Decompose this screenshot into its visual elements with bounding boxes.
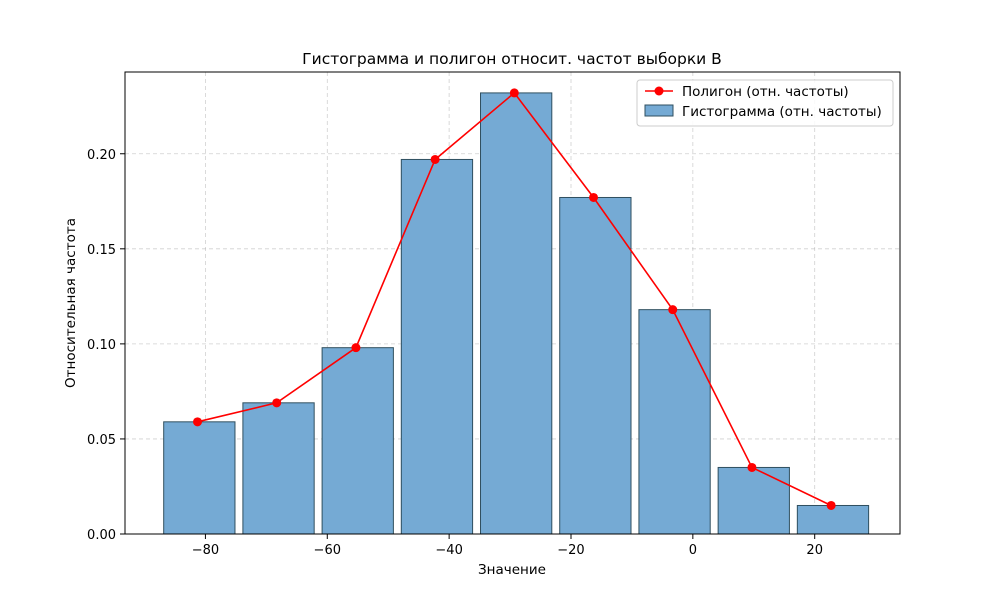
x-tick-label: −40 [435, 543, 462, 558]
x-tick-label: 0 [689, 543, 697, 558]
histogram-bar [559, 196, 632, 535]
x-tick-label: −80 [192, 543, 219, 558]
polygon-point [351, 343, 361, 353]
histogram-bar [796, 504, 870, 535]
x-tick-label: 20 [806, 543, 823, 558]
polygon-point [509, 88, 519, 98]
histogram-bars [163, 92, 870, 535]
polygon-point [430, 154, 440, 164]
histogram-bar [638, 309, 711, 535]
legend-polygon-marker [654, 86, 664, 96]
histogram-bar [321, 347, 394, 535]
y-tick-label: 0.10 [87, 338, 116, 353]
polygon-point [747, 462, 757, 472]
legend: Полигон (отн. частоты) Гистограмма (отн.… [636, 79, 894, 127]
y-axis-label: Относительная частота [63, 218, 79, 388]
histogram-bar [163, 421, 236, 535]
legend-box [636, 79, 894, 127]
polygon-point [272, 398, 282, 408]
x-tick-label: −60 [314, 543, 341, 558]
x-tick-label: −20 [557, 543, 584, 558]
y-tick-label: 0.15 [87, 243, 116, 258]
x-axis-label: Значение [478, 562, 546, 578]
histogram-bar [717, 466, 790, 535]
legend-histogram-swatch [644, 104, 674, 117]
x-axis-ticks: −80 −60 −40 −20 0 20 [192, 534, 823, 558]
polygon-point [193, 417, 203, 427]
frequency-polygon [193, 88, 836, 510]
polygon-point [589, 192, 599, 202]
y-tick-label: 0.20 [87, 148, 116, 163]
histogram-bar [400, 158, 474, 535]
y-axis-ticks: 0.00 0.05 0.10 0.15 0.20 [87, 148, 125, 543]
histogram-bar [242, 402, 315, 535]
polygon-point [826, 500, 836, 510]
y-tick-label: 0.00 [87, 528, 116, 543]
plot-frame [124, 71, 901, 535]
y-tick-label: 0.05 [87, 433, 116, 448]
polygon-point [668, 305, 678, 315]
legend-histogram-label: Гистограмма (отн. частоты) [682, 104, 882, 120]
legend-polygon-label: Полигон (отн. частоты) [682, 84, 849, 100]
chart-title: Гистограмма и полигон относит. частот вы… [302, 50, 722, 68]
histogram-bar [480, 92, 553, 535]
